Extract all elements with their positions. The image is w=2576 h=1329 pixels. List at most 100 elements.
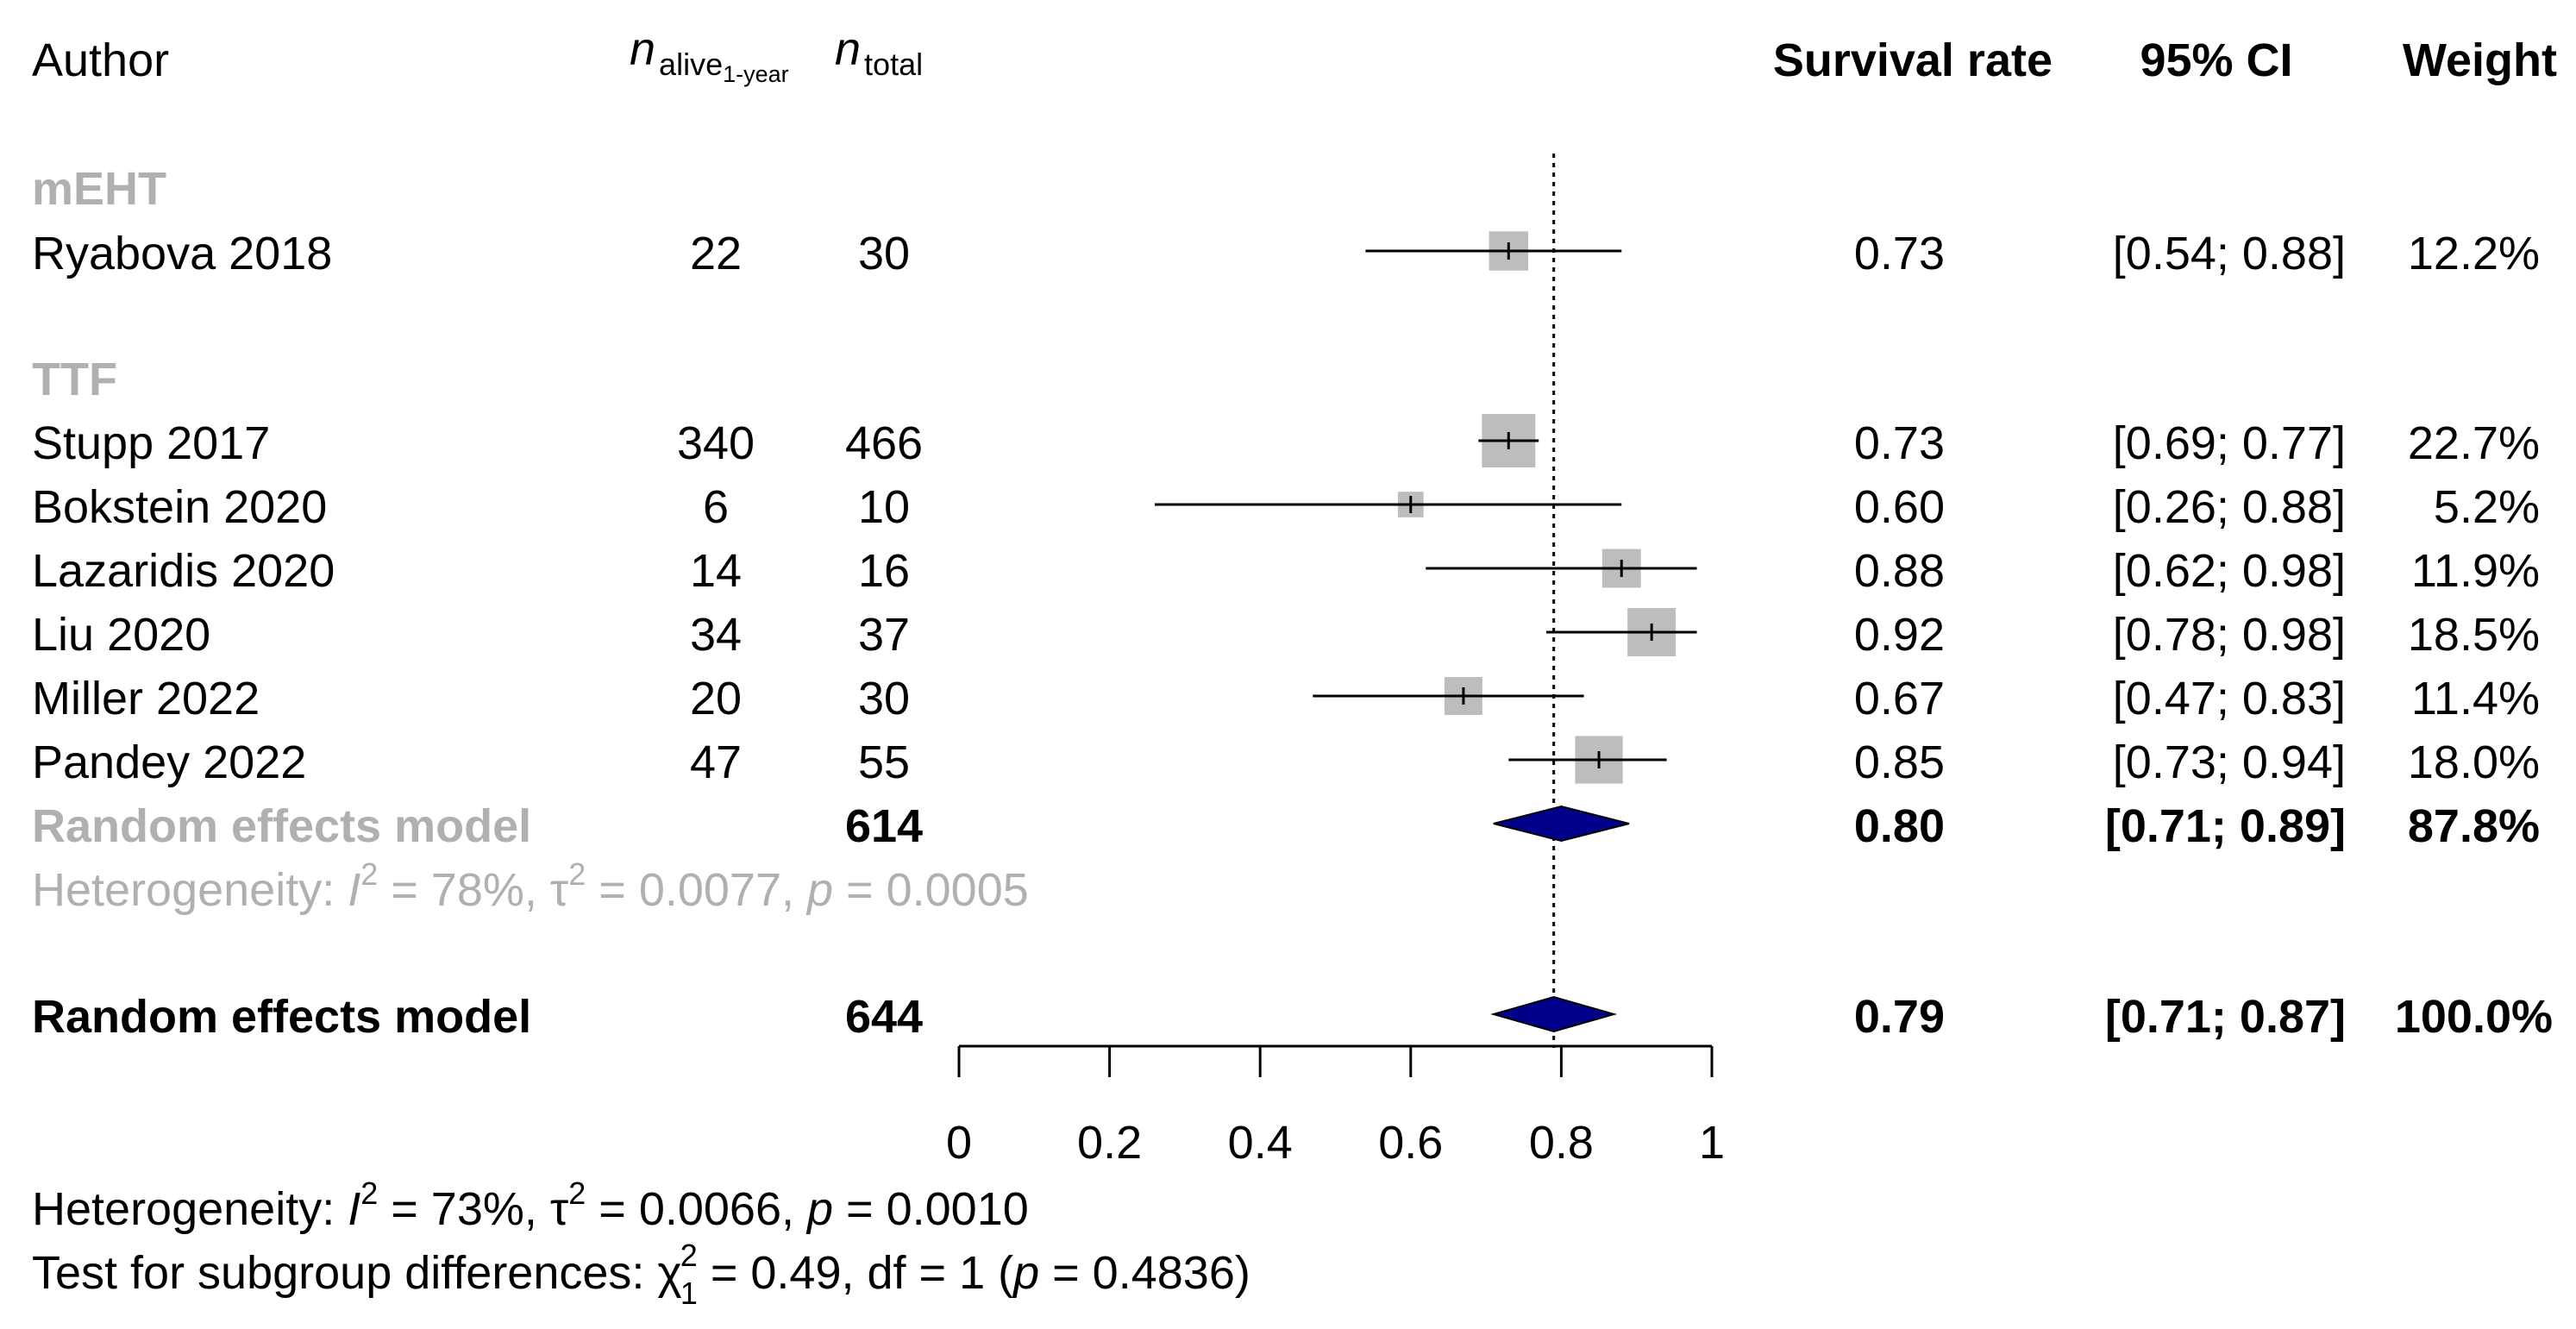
het-tau-value: = 0.0077, — [586, 864, 807, 916]
overall-diamond — [1490, 995, 1618, 1033]
study-n-total: 55 — [858, 737, 910, 788]
overall-heterogeneity: Heterogeneity: I2 = 73%, τ2 = 0.0066, p … — [32, 1175, 1029, 1235]
oh-p-symbol: p — [805, 1183, 833, 1235]
study-row: Pandey 2022 47 55 0.85 [0.73; 0.94] 18.0… — [32, 737, 2540, 788]
subgroup-model-weight: 87.8% — [2408, 800, 2540, 852]
study-weight: 11.9% — [2411, 545, 2540, 597]
header-n-alive-main: n — [630, 23, 655, 75]
x-tick-label: 0 — [946, 1117, 972, 1169]
study-author: Ryabova 2018 — [32, 228, 332, 279]
header-n-alive-subsub: 1-year — [723, 61, 789, 87]
x-tick-label: 0.2 — [1077, 1117, 1142, 1169]
het-p-value: = 0.0005 — [833, 864, 1029, 916]
st-p-symbol: p — [1012, 1247, 1039, 1299]
study-author: Bokstein 2020 — [32, 481, 327, 533]
study-n-total: 30 — [858, 228, 910, 279]
study-author: Liu 2020 — [32, 609, 210, 661]
subgroup-model-row: Random effects model 614 0.80 [0.71; 0.8… — [32, 800, 2540, 852]
study-row: Lazaridis 2020 14 16 0.88 [0.62; 0.98] 1… — [32, 545, 2540, 597]
study-ci: [0.73; 0.94] — [2113, 737, 2346, 788]
study-author: Stupp 2017 — [32, 417, 270, 469]
header-n-total: n total — [835, 23, 923, 82]
overall-model-n-total: 644 — [845, 991, 923, 1043]
study-author: Pandey 2022 — [32, 737, 306, 788]
study-row: Liu 2020 34 37 0.92 [0.78; 0.98] 18.5% — [32, 609, 2540, 661]
study-weight: 12.2% — [2408, 228, 2540, 279]
study-weight: 18.0% — [2408, 737, 2540, 788]
column-headers: Author n alive1-year n total Survival rate… — [32, 23, 2557, 87]
header-author: Author — [32, 34, 169, 86]
study-row: Stupp 2017 340 466 0.73 [0.69; 0.77] 22.… — [32, 417, 2540, 469]
st-p-value: = 0.4836) — [1039, 1247, 1250, 1299]
oh-tau-sup: 2 — [568, 1175, 586, 1211]
x-tick-label: 0.8 — [1529, 1117, 1594, 1169]
oh-i2-sup: 2 — [360, 1175, 378, 1211]
study-rate: 0.67 — [1854, 673, 1945, 724]
study-n-alive: 14 — [690, 545, 742, 597]
x-axis: 0 0.2 0.4 0.6 0.8 1 — [946, 1044, 1725, 1169]
overall-model-weight: 100.0% — [2395, 991, 2553, 1043]
study-weight: 22.7% — [2408, 417, 2540, 469]
study-n-alive: 20 — [690, 673, 742, 724]
study-author: Miller 2022 — [32, 673, 260, 724]
study-ci: [0.47; 0.83] — [2113, 673, 2346, 724]
oh-i2-symbol: I — [348, 1183, 360, 1235]
overall-model-label: Random effects model — [32, 991, 531, 1043]
study-rate: 0.73 — [1854, 228, 1945, 279]
overall-model-ci: [0.71; 0.87] — [2105, 991, 2346, 1043]
study-weight: 11.4% — [2411, 673, 2540, 724]
study-n-alive: 34 — [690, 609, 742, 661]
study-n-total: 30 — [858, 673, 910, 724]
study-ci: [0.78; 0.98] — [2113, 609, 2346, 661]
study-ci: [0.69; 0.77] — [2113, 417, 2346, 469]
study-n-alive: 22 — [690, 228, 742, 279]
header-ci: 95% CI — [2140, 34, 2292, 86]
study-weight: 18.5% — [2408, 609, 2540, 661]
st-prefix: Test for subgroup differences: — [32, 1247, 657, 1299]
header-weight: Weight — [2403, 34, 2557, 86]
study-weight: 5.2% — [2434, 481, 2540, 533]
oh-p-value: = 0.0010 — [833, 1183, 1029, 1235]
st-chi-value: = 0.49, df = 1 ( — [698, 1247, 1013, 1299]
group-meht: mEHT Ryabova 2018 22 30 0.73 [0.54; 0.88… — [32, 163, 2540, 279]
study-n-total: 37 — [858, 609, 910, 661]
oh-i2-value: = 73%, — [378, 1183, 550, 1235]
study-row: Bokstein 2020 6 10 0.60 [0.26; 0.88] 5.2… — [32, 481, 2540, 533]
study-row: Ryabova 2018 22 30 0.73 [0.54; 0.88] 12.… — [32, 228, 2540, 279]
study-n-alive: 340 — [677, 417, 755, 469]
study-n-total: 10 — [858, 481, 910, 533]
oh-prefix: Heterogeneity: — [32, 1183, 348, 1235]
header-n-total-main: n — [835, 23, 861, 75]
subgroup-model-n-total: 614 — [845, 800, 923, 852]
st-chi-sub: 1 — [680, 1276, 698, 1311]
oh-tau-symbol: τ — [550, 1183, 568, 1235]
het-i2-sup: 2 — [360, 856, 378, 892]
subgroup-model-ci: [0.71; 0.89] — [2105, 800, 2346, 852]
het-prefix: Heterogeneity: — [32, 864, 348, 916]
overall-model-row: Random effects model 644 0.79 [0.71; 0.8… — [32, 991, 2553, 1043]
study-n-total: 466 — [845, 417, 923, 469]
het-tau-symbol: τ — [550, 864, 568, 916]
study-author: Lazaridis 2020 — [32, 545, 335, 597]
study-ci: [0.62; 0.98] — [2113, 545, 2346, 597]
study-rate: 0.92 — [1854, 609, 1945, 661]
subgroup-test: Test for subgroup differences: χ2 1 = 0.4… — [32, 1238, 1250, 1311]
study-ci: [0.54; 0.88] — [2113, 228, 2346, 279]
overall-model-rate: 0.79 — [1854, 991, 1945, 1043]
subgroup-model-rate: 0.80 — [1854, 800, 1945, 852]
subgroup-model-label: Random effects model — [32, 800, 531, 852]
group-label: TTF — [32, 354, 117, 405]
study-n-alive: 47 — [690, 737, 742, 788]
st-chi-sup: 2 — [680, 1238, 698, 1273]
het-p-symbol: p — [805, 864, 833, 916]
study-n-alive: 6 — [703, 481, 729, 533]
oh-tau-value: = 0.0066, — [586, 1183, 807, 1235]
x-tick-label: 0.4 — [1228, 1117, 1293, 1169]
study-ci: [0.26; 0.88] — [2113, 481, 2346, 533]
study-row: Miller 2022 20 30 0.67 [0.47; 0.83] 11.4… — [32, 673, 2540, 724]
study-rate: 0.85 — [1854, 737, 1945, 788]
subgroup-heterogeneity: Heterogeneity: I2 = 78%, τ2 = 0.0077, p … — [32, 856, 1029, 916]
header-n-alive-sub: alive — [659, 47, 723, 82]
group-ttf: TTF Stupp 2017 340 466 0.73 [0.69; 0.77]… — [32, 354, 2540, 916]
x-tick-label: 1 — [1699, 1117, 1725, 1169]
